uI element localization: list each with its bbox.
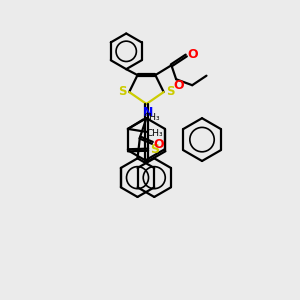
Text: N: N (142, 106, 153, 119)
Text: O: O (187, 48, 197, 61)
Text: O: O (174, 79, 184, 92)
Text: S: S (167, 85, 175, 98)
Text: CH₃: CH₃ (144, 113, 160, 122)
Text: S: S (118, 85, 126, 98)
Text: CH₃: CH₃ (147, 129, 164, 138)
Text: O: O (153, 138, 164, 151)
Text: S: S (150, 143, 159, 156)
